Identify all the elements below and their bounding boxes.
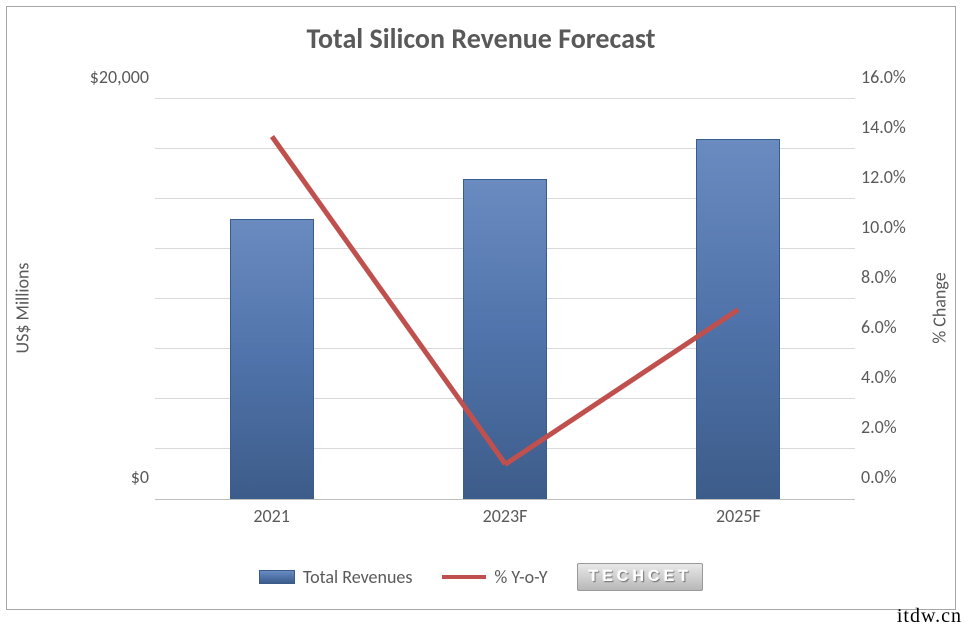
grid-line (155, 98, 855, 99)
y-left-tick-label: $0 (131, 466, 155, 488)
y-axis-right-label: % Change (928, 272, 950, 343)
legend-bar-label: Total Revenues (303, 566, 412, 588)
bar (696, 139, 780, 499)
bar (463, 179, 547, 499)
y-right-tick-label: 16.0% (855, 66, 906, 88)
chart-frame: Total Silicon Revenue Forecast US$ Milli… (6, 6, 956, 610)
y-axis-left-label: US$ Millions (11, 263, 33, 354)
y-right-tick-label: 14.0% (855, 116, 906, 138)
plot-area: $0$20,0000.0%2.0%4.0%6.0%8.0%10.0%12.0%1… (155, 99, 855, 500)
y-right-tick-label: 12.0% (855, 166, 906, 188)
y-left-tick-label: $20,000 (90, 66, 155, 88)
legend-line-swatch (442, 575, 486, 579)
x-category-label: 2021 (253, 499, 290, 527)
y-right-tick-label: 4.0% (855, 366, 897, 388)
y-right-tick-label: 8.0% (855, 266, 897, 288)
watermark-text: itdw.cn (897, 605, 962, 628)
y-right-tick-label: 0.0% (855, 466, 897, 488)
legend-item-bars: Total Revenues (259, 566, 412, 588)
legend-item-line: % Y-o-Y (442, 566, 547, 588)
y-right-tick-label: 2.0% (855, 416, 897, 438)
legend: Total Revenues % Y-o-Y TECHCET (7, 563, 955, 591)
legend-bar-swatch (259, 570, 295, 584)
chart-title: Total Silicon Revenue Forecast (7, 21, 955, 56)
y-right-tick-label: 10.0% (855, 216, 906, 238)
brand-badge: TECHCET (577, 563, 703, 591)
legend-line-label: % Y-o-Y (494, 566, 547, 588)
y-right-tick-label: 6.0% (855, 316, 897, 338)
x-category-label: 2025F (716, 499, 761, 527)
x-category-label: 2023F (483, 499, 528, 527)
bar (230, 219, 314, 499)
